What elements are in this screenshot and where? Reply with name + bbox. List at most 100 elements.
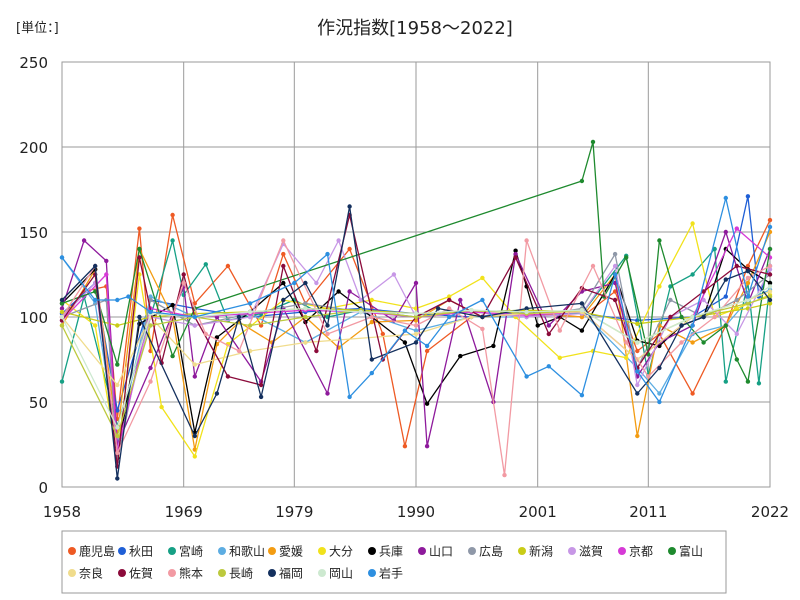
data-point	[369, 319, 374, 325]
y-tick-label: 100	[19, 309, 48, 327]
x-tick-label: 1990	[397, 503, 435, 521]
data-point	[115, 450, 120, 456]
data-point	[723, 294, 728, 299]
data-point	[347, 394, 352, 400]
data-point	[159, 404, 164, 410]
y-tick-label: 50	[29, 394, 48, 412]
x-tick-label: 2001	[519, 503, 557, 521]
legend-label: 岡山	[329, 567, 353, 581]
data-point	[590, 139, 596, 145]
legend-label: 兵庫	[379, 545, 403, 559]
legend-item: 福岡	[268, 566, 303, 581]
data-point	[657, 238, 662, 243]
data-point	[148, 309, 153, 315]
legend-marker	[668, 547, 676, 555]
data-point	[657, 399, 662, 405]
data-point	[701, 314, 706, 320]
data-point	[668, 284, 673, 289]
legend-label: 新潟	[529, 544, 553, 559]
unit-label: [単位：]	[16, 20, 59, 36]
data-point	[148, 323, 153, 328]
legend-marker	[318, 569, 326, 577]
data-point	[579, 178, 585, 184]
legend-item: 奈良	[68, 566, 103, 581]
data-point	[435, 306, 441, 311]
legend-label: 佐賀	[129, 567, 153, 581]
data-point	[690, 272, 695, 277]
legend-box	[61, 530, 727, 594]
data-point	[579, 301, 585, 306]
data-point	[181, 280, 186, 286]
legend-marker	[468, 547, 476, 555]
data-point	[745, 268, 751, 274]
data-point	[115, 297, 120, 303]
data-point	[137, 314, 142, 320]
data-point	[413, 314, 419, 320]
legend-label: 福岡	[279, 566, 303, 581]
data-point	[258, 394, 264, 400]
data-point	[148, 365, 153, 371]
y-tick-label: 250	[19, 54, 48, 72]
data-point	[59, 379, 65, 384]
data-point	[402, 328, 408, 333]
data-point	[115, 382, 120, 388]
legend-label: 愛媛	[279, 545, 303, 559]
data-point	[767, 246, 773, 252]
data-point	[413, 328, 419, 333]
data-point	[413, 340, 419, 345]
data-point	[734, 226, 739, 231]
legend-item: 兵庫	[368, 545, 403, 559]
data-point	[281, 251, 286, 257]
data-point	[148, 297, 153, 303]
data-point	[247, 301, 253, 306]
data-point	[646, 374, 651, 379]
legend-marker	[418, 547, 426, 555]
data-point	[192, 374, 197, 379]
legend-marker	[518, 547, 526, 555]
legend-label: 山口	[429, 545, 453, 559]
data-point	[491, 343, 496, 349]
chart-title: 作況指数[1958～2022]	[317, 18, 513, 39]
data-point	[635, 348, 640, 354]
data-point	[579, 393, 585, 398]
data-point	[679, 323, 684, 328]
data-point	[225, 374, 231, 379]
legend-marker	[268, 547, 276, 555]
data-point	[281, 297, 286, 303]
data-point	[236, 314, 242, 320]
data-point	[93, 263, 98, 269]
data-point	[325, 391, 330, 396]
data-point	[690, 314, 695, 320]
data-point	[590, 263, 596, 269]
legend-item: 新潟	[518, 544, 553, 559]
data-point	[358, 309, 363, 315]
legend-label: 鹿児島	[79, 544, 115, 559]
data-point	[524, 238, 529, 243]
data-point	[303, 340, 308, 345]
data-point	[635, 321, 640, 326]
data-point	[137, 246, 142, 252]
data-point	[192, 314, 197, 320]
data-point	[745, 297, 751, 303]
data-point	[369, 370, 374, 376]
data-point	[59, 301, 65, 306]
data-point	[303, 280, 308, 286]
data-point	[557, 355, 562, 360]
legend-item: 和歌山	[218, 544, 265, 559]
data-point	[723, 229, 728, 235]
series-18	[59, 204, 773, 481]
axis-ticks: 0 50 100 150 200 250 1958 1969 1979 1990 2001 2011 2…	[19, 54, 789, 521]
data-point	[513, 255, 518, 260]
data-point	[624, 255, 629, 260]
data-point	[701, 297, 706, 303]
data-point	[767, 289, 773, 294]
legend-item: 鹿児島	[68, 544, 115, 559]
y-tick-label: 150	[19, 224, 48, 242]
data-point	[292, 280, 297, 286]
data-point	[369, 314, 374, 320]
data-point	[767, 297, 773, 303]
series-20	[59, 195, 773, 405]
legend-item: 岩手	[368, 566, 403, 581]
data-point	[424, 348, 430, 354]
data-point	[225, 263, 231, 269]
